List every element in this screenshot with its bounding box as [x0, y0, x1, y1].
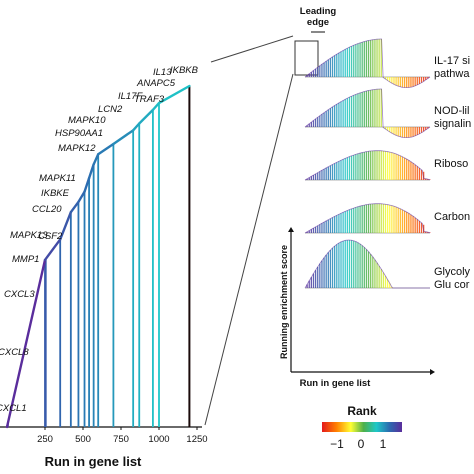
- zoom-connector-upper: [210, 35, 294, 63]
- x-tick-label: 750: [113, 434, 129, 445]
- gene-label-anapc5: ANAPC5: [136, 78, 176, 89]
- rank-tick-1: 1: [380, 437, 387, 451]
- gene-label-mapk10: MAPK10: [68, 115, 106, 126]
- panel-score-curve: [304, 38, 431, 88]
- curve-segment: [87, 163, 95, 180]
- gene-label-ikbkb: IKBKB: [170, 65, 199, 76]
- pathway-panel-3: Carbon: [304, 203, 470, 234]
- x-tick-label: 1000: [148, 434, 169, 445]
- y-axis-arrow: [288, 227, 294, 232]
- gene-label-mapk13: MAPK13: [10, 230, 48, 241]
- x-axis-title: Run in gene list: [45, 454, 142, 469]
- right-y-axis-title: Running enrichment score: [279, 245, 289, 359]
- gene-label-cxcl1: CXCL1: [0, 403, 27, 414]
- curve-segment: [5, 258, 47, 429]
- gene-label-hsp90aa1: HSP90AA1: [55, 128, 103, 139]
- gene-stems: [6, 86, 191, 427]
- rank-legend: Rank −1 0 1: [322, 404, 402, 451]
- gene-label-mapk11: MAPK11: [39, 173, 76, 184]
- panel-score-curve: [304, 88, 431, 139]
- curve-segment: [92, 152, 100, 166]
- leading-edge-label-line2: edge: [307, 17, 329, 28]
- pathway-label: IL-17 si: [434, 55, 470, 67]
- panel-score-curve: [304, 239, 430, 289]
- x-axis-arrow: [430, 369, 435, 375]
- gene-label-ikbke: IKBKE: [41, 188, 70, 199]
- x-ticks: 250 500 750 1000 1250: [37, 427, 208, 445]
- gene-label-cxcl3: CXCL3: [4, 289, 35, 300]
- pathway-panel-2: Riboso: [304, 150, 468, 181]
- pathway-label: signalin: [434, 118, 471, 130]
- curve-segment: [131, 122, 141, 132]
- gene-label-mmp1: MMP1: [12, 254, 39, 265]
- leading-edge-label-line1: Leading: [300, 6, 337, 17]
- x-tick-label: 1250: [186, 434, 207, 445]
- pathway-label: Glycoly: [434, 266, 471, 278]
- curve-segment: [138, 108, 155, 125]
- curve-segment: [77, 190, 86, 204]
- panel-score-curve: [304, 203, 431, 234]
- enrichment-curve: [5, 84, 191, 429]
- gene-label-il17f: IL17F: [118, 91, 143, 102]
- curve-segment: [83, 176, 91, 193]
- curve-segment: [43, 238, 62, 262]
- curve-segment: [96, 142, 115, 156]
- curve-segment: [151, 101, 161, 112]
- curve-segment: [157, 84, 191, 105]
- pathway-label: Glu cor: [434, 279, 470, 291]
- curve-segment: [69, 200, 80, 214]
- gene-label-mapk12: MAPK12: [58, 143, 96, 154]
- pathway-label: pathwa: [434, 68, 470, 80]
- gene-label-cxcl8: CXCL8: [0, 347, 29, 358]
- x-tick-label: 500: [75, 434, 91, 445]
- gene-label-lcn2: LCN2: [98, 104, 123, 115]
- panel-score-curve: [304, 150, 431, 181]
- x-tick-label: 250: [37, 434, 53, 445]
- rank-tick-neg1: −1: [330, 437, 344, 451]
- gene-label-ccl20: CCL20: [32, 204, 62, 215]
- right-x-axis-title: Run in gene list: [300, 378, 372, 389]
- gene-label-il13: IL13: [153, 67, 172, 78]
- rank-legend-title: Rank: [347, 404, 377, 418]
- leading-edge-box: [294, 40, 319, 76]
- right-pathway-panels: Leading edge IL-17 sipathwaNOD-lilsignal…: [279, 6, 471, 389]
- rank-colorbar: [322, 422, 402, 432]
- pathway-label: Riboso: [434, 158, 468, 170]
- curve-segment: [59, 210, 73, 241]
- gene-label-csf2: CSF2: [38, 231, 63, 242]
- zoom-connector-lower: [204, 73, 294, 426]
- pathway-mini-plots: IL-17 sipathwaNOD-lilsignalinRibosoCarbo…: [304, 38, 471, 291]
- pathway-label: Carbon: [434, 211, 470, 223]
- curve-segment: [112, 129, 135, 146]
- rank-tick-0: 0: [358, 437, 365, 451]
- pathway-label: NOD-lil: [434, 105, 469, 117]
- gene-label-traf3: TRAF3: [134, 94, 165, 105]
